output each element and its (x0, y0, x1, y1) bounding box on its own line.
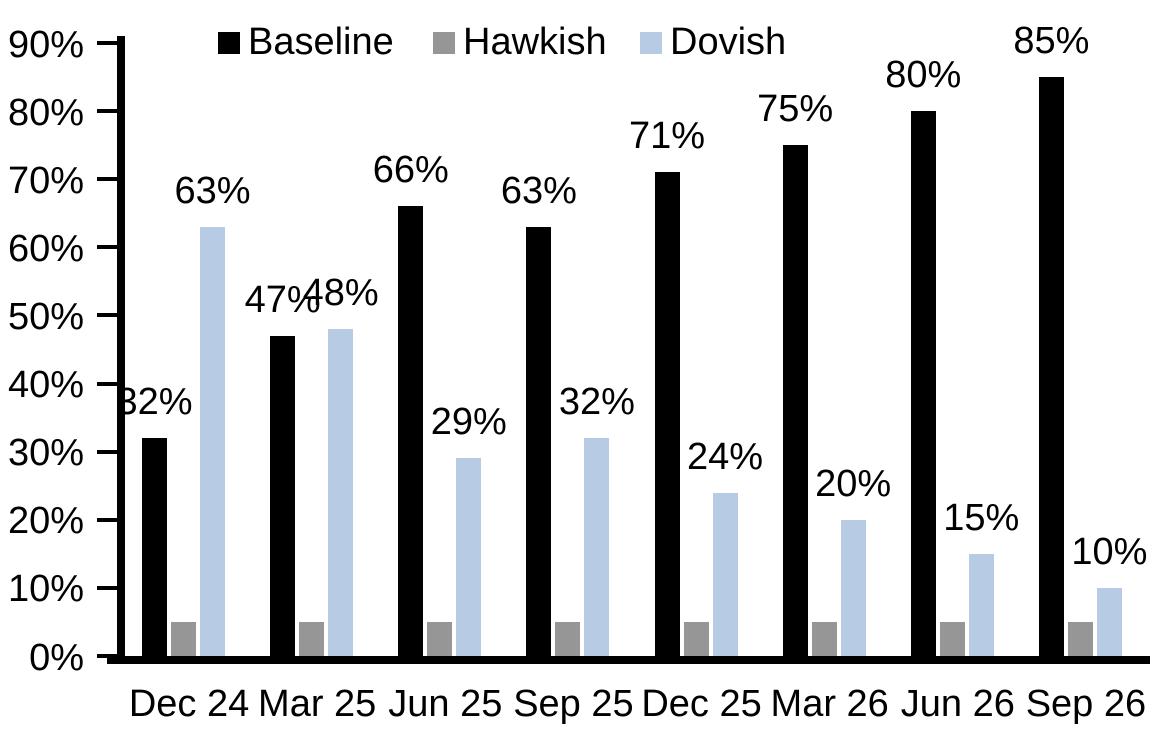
dovish-swatch-icon (640, 31, 662, 54)
y-tick-mark (97, 109, 117, 114)
value-label-dovish: 29% (430, 401, 507, 444)
bar-baseline (398, 206, 424, 656)
y-tick-label: 80% (7, 91, 84, 134)
value-label-dovish: 32% (558, 381, 635, 424)
y-tick-label: 90% (7, 23, 84, 66)
value-label-baseline: 80% (885, 54, 962, 97)
value-label-dovish: 63% (174, 169, 251, 212)
y-tick-mark (97, 381, 117, 386)
value-label-dovish: 10% (1071, 530, 1148, 573)
bar-dovish (200, 226, 225, 656)
bar-baseline (654, 172, 680, 656)
hawkish-swatch-icon (433, 31, 455, 54)
bar-hawkish (427, 621, 453, 656)
bar-hawkish (299, 621, 325, 656)
value-label-dovish: 48% (302, 272, 379, 315)
x-axis-label: Mar 25 (258, 683, 377, 725)
y-tick-label: 10% (7, 568, 84, 611)
value-label-baseline: 66% (372, 149, 449, 192)
y-tick-label: 60% (7, 227, 84, 270)
legend-label: Baseline (248, 21, 394, 63)
bar-baseline (782, 145, 808, 656)
x-axis-label: Sep 25 (513, 683, 634, 725)
y-tick-mark (97, 517, 117, 522)
bar-baseline (270, 335, 296, 656)
value-label-dovish: 15% (943, 496, 1020, 539)
y-tick-label: 50% (7, 295, 84, 338)
bar-hawkish (683, 621, 709, 656)
bar-dovish (840, 519, 866, 656)
value-label-baseline: 32% (116, 381, 193, 424)
plot-area: 32% 63% 47% 48% 66% 29% 63% 32% 71% 24% 75% 20% 80% 1… (116, 22, 1150, 656)
bar-dovish (584, 438, 610, 656)
bar-baseline (142, 438, 167, 656)
bar-dovish (456, 458, 482, 656)
y-tick-mark (97, 245, 117, 250)
y-tick-mark (97, 585, 117, 590)
y-tick-label: 70% (7, 159, 84, 202)
bar-baseline (526, 226, 552, 656)
y-tick-label: 0% (29, 636, 84, 679)
value-label-baseline: 85% (1013, 20, 1090, 63)
y-tick-label: 30% (7, 432, 84, 475)
bar-dovish (328, 329, 354, 656)
value-label-dovish: 24% (686, 435, 764, 478)
x-axis-label: Dec 24 (128, 683, 250, 725)
bar-hawkish (555, 621, 581, 656)
value-label-baseline: 63% (500, 169, 577, 212)
y-tick-mark (97, 449, 117, 454)
bar-dovish (1096, 587, 1122, 656)
y-axis-line (117, 36, 125, 664)
bar-baseline (910, 111, 936, 656)
x-axis-label: Mar 26 (770, 683, 889, 725)
y-tick-label: 20% (7, 500, 84, 543)
y-tick-mark (97, 313, 117, 318)
legend-item-hawkish: Hawkish (433, 21, 607, 63)
bar-hawkish (171, 621, 196, 656)
bar-baseline (1038, 77, 1064, 656)
bar-hawkish (939, 621, 965, 656)
x-axis-label: Dec 25 (641, 683, 762, 725)
y-tick-mark (97, 654, 117, 658)
value-label-dovish: 20% (815, 462, 892, 505)
legend-label: Hawkish (463, 21, 607, 63)
x-axis-line (107, 656, 1150, 664)
legend-item-baseline: Baseline (218, 21, 394, 63)
legend-label: Dovish (670, 21, 787, 63)
bar-hawkish (811, 621, 837, 656)
value-label-baseline: 71% (628, 115, 706, 158)
value-label-baseline: 47% (244, 278, 321, 321)
x-axis-label: Jun 25 (388, 683, 503, 725)
y-tick-mark (97, 177, 117, 182)
bar-dovish (712, 492, 738, 656)
x-axis-label: Sep 26 (1025, 683, 1147, 725)
bar-hawkish (1067, 621, 1093, 656)
legend-item-dovish: Dovish (640, 21, 787, 63)
baseline-swatch-icon (218, 31, 240, 54)
bar-dovish (968, 553, 994, 656)
y-tick-label: 40% (7, 364, 84, 407)
y-tick-mark (97, 41, 117, 45)
value-label-baseline: 75% (757, 88, 834, 131)
x-axis-label: Jun 26 (900, 683, 1015, 725)
